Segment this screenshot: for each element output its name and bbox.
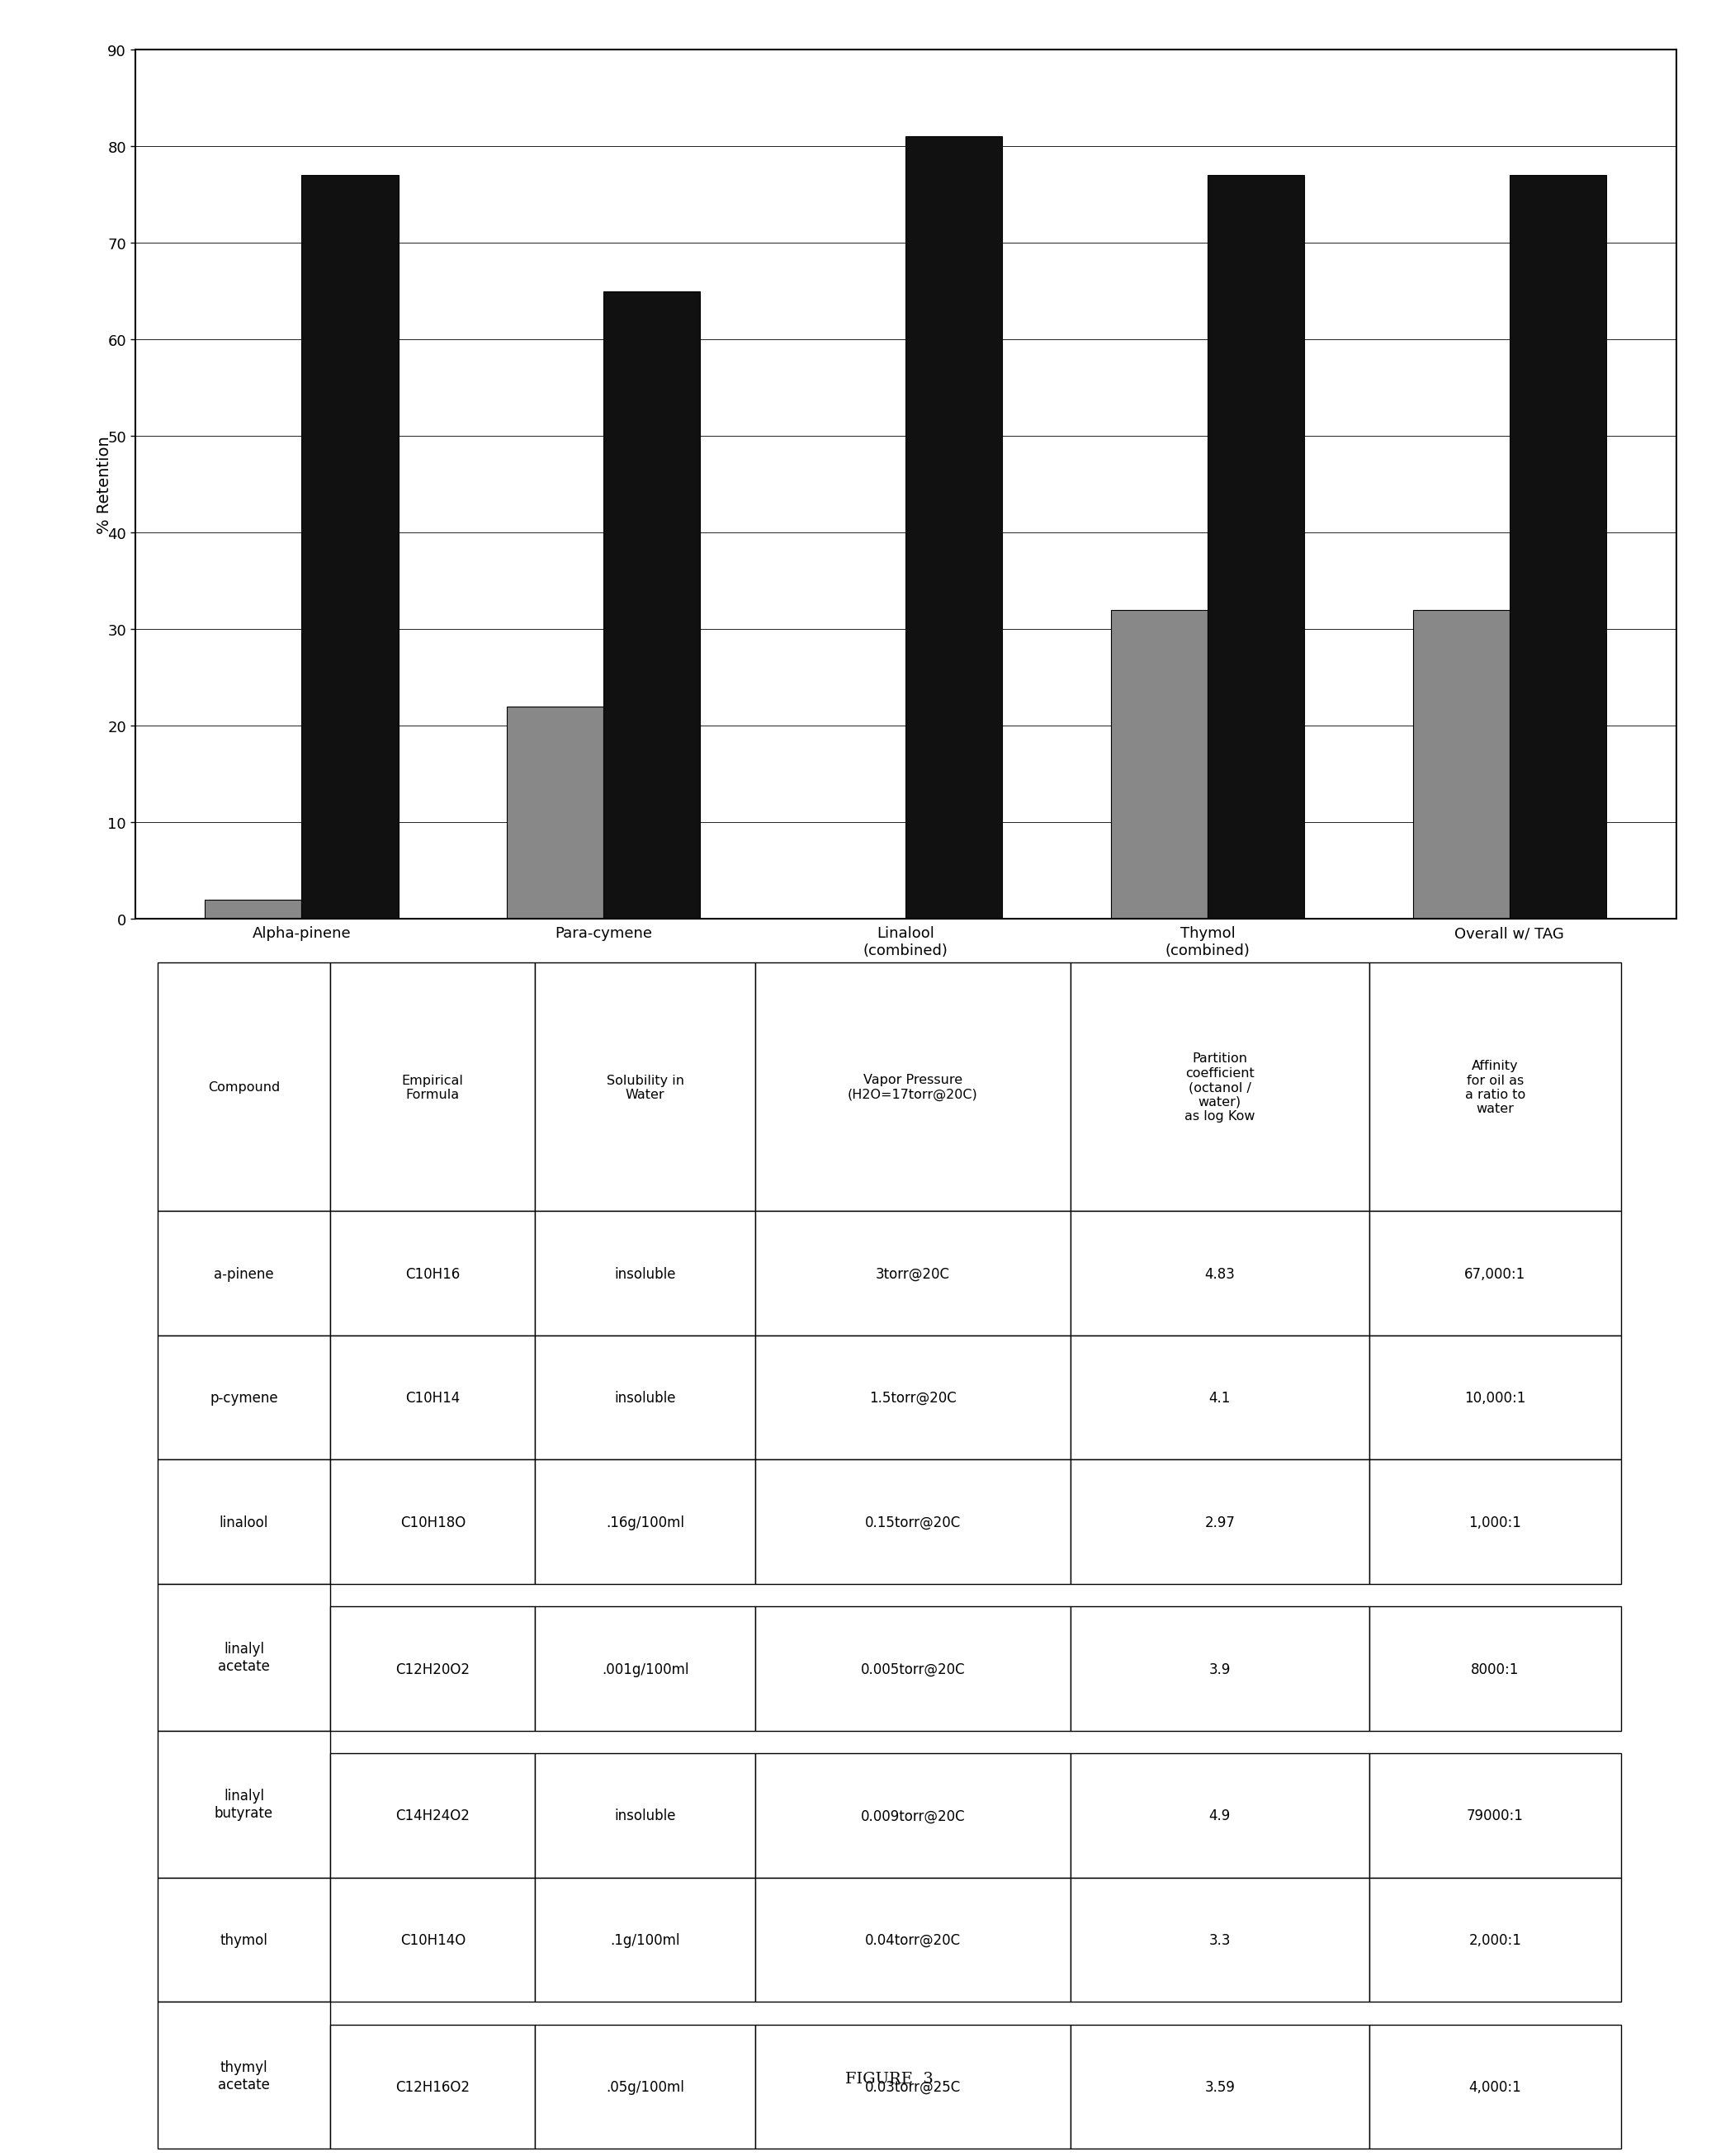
Text: FIGURE  3: FIGURE 3 xyxy=(845,2072,933,2085)
Text: FIGURE  2: FIGURE 2 xyxy=(845,1039,933,1054)
